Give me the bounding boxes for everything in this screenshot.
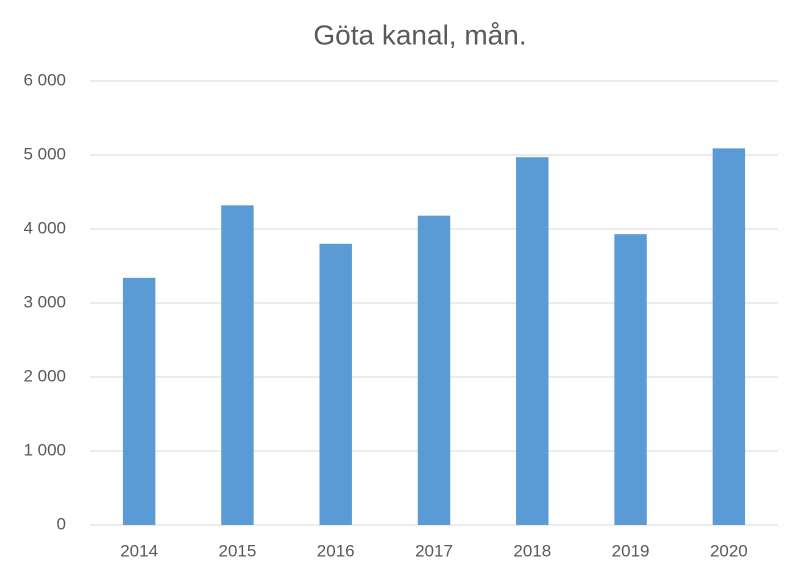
chart-title: Göta kanal, mån. — [313, 19, 526, 50]
bar — [122, 277, 156, 525]
y-tick-label: 5 000 — [23, 144, 66, 163]
x-tick-label: 2016 — [317, 541, 355, 560]
x-tick-label: 2014 — [120, 541, 158, 560]
x-tick-label: 2019 — [612, 541, 650, 560]
y-tick-label: 6 000 — [23, 70, 66, 89]
x-tick-label: 2015 — [219, 541, 257, 560]
x-tick-label: 2020 — [710, 541, 748, 560]
bar — [614, 234, 647, 525]
bar — [319, 243, 352, 526]
bar — [712, 148, 746, 525]
y-tick-label: 4 000 — [23, 218, 66, 237]
y-tick-label: 0 — [57, 514, 66, 533]
y-tick-label: 3 000 — [23, 292, 66, 311]
bar — [221, 205, 254, 525]
bar — [516, 157, 549, 525]
y-tick-label: 2 000 — [23, 366, 66, 385]
bar — [417, 215, 451, 525]
y-tick-label: 1 000 — [23, 440, 66, 459]
x-tick-label: 2017 — [415, 541, 453, 560]
x-tick-label: 2018 — [513, 541, 551, 560]
